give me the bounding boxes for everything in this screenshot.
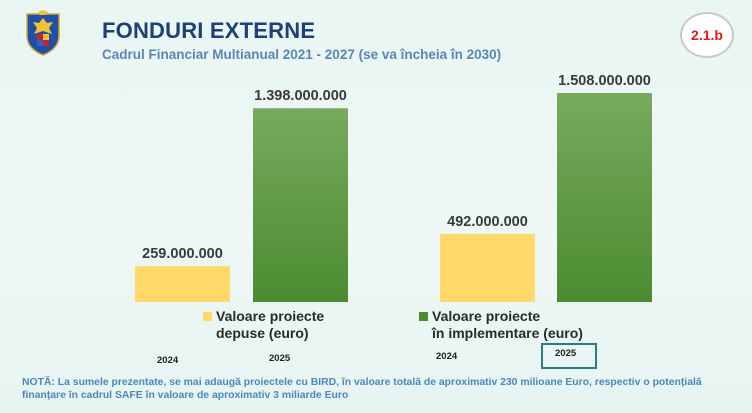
legend-implementare-line2: în implementare (euro) bbox=[432, 325, 583, 341]
page-subtitle: Cadrul Financiar Multianual 2021 - 2027 … bbox=[102, 47, 502, 62]
legend-implementare: Valoare proiecte în implementare (euro) bbox=[419, 308, 583, 342]
legend-depuse-line1: Valoare proiecte bbox=[216, 308, 325, 324]
romania-coat-of-arms-icon bbox=[26, 10, 60, 56]
year-label-g1-2025: 2025 bbox=[269, 353, 291, 364]
bar-group2-2024 bbox=[440, 233, 535, 302]
bar-group1-2024 bbox=[135, 266, 230, 302]
legend-implementare-line1: Valoare proiecte bbox=[432, 308, 541, 324]
bar-value-label-group1-2025: 1.398.000.000 bbox=[254, 88, 347, 104]
year-highlight-box bbox=[541, 343, 597, 369]
bar-value-label-group2-2024: 492.000.000 bbox=[447, 214, 528, 230]
year-label-g2-2024: 2024 bbox=[436, 351, 458, 362]
slide-number-badge: 2.1.b bbox=[680, 12, 734, 58]
bar-value-label-group2-2025: 1.508.000.000 bbox=[558, 73, 651, 89]
bar-group1-2025 bbox=[253, 108, 348, 302]
year-label-g2-2025: 2025 bbox=[555, 348, 577, 359]
legend-depuse: Valoare proiecte depuse (euro) bbox=[203, 308, 324, 342]
legend-swatch-yellow bbox=[203, 312, 212, 321]
legend-depuse-line2: depuse (euro) bbox=[216, 325, 309, 341]
legend-swatch-green bbox=[419, 312, 428, 321]
bar-value-label-group1-2024: 259.000.000 bbox=[142, 246, 223, 262]
bar-group2-2025 bbox=[557, 93, 652, 302]
year-label-g1-2024: 2024 bbox=[157, 355, 179, 366]
page-title: FONDURI EXTERNE bbox=[102, 18, 316, 43]
footnote: NOTĂ: La sumele prezentate, se mai adaug… bbox=[22, 377, 702, 401]
